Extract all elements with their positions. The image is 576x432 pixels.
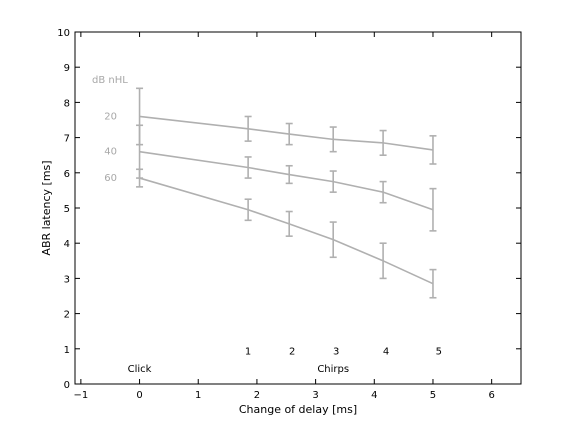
error-bar <box>329 170 337 193</box>
y-tick-label: 10 <box>57 28 70 39</box>
error-bar <box>429 268 437 299</box>
x-tick-label: 6 <box>488 390 494 401</box>
y-tick-label: 9 <box>64 63 70 74</box>
y-tick-label: 0 <box>64 380 70 391</box>
error-bar <box>379 242 387 280</box>
y-tick-label: 8 <box>64 98 70 109</box>
error-bar <box>329 221 337 259</box>
y-tick-label: 1 <box>64 345 70 356</box>
y-tick-label: 2 <box>64 310 70 321</box>
x-tick-label: 4 <box>371 390 377 401</box>
y-tick-label: 6 <box>64 169 70 180</box>
y-tick-label: 4 <box>64 239 70 250</box>
error-bar <box>379 129 387 156</box>
annotations: Click Chirps 1 2 3 4 5 <box>128 347 442 376</box>
annotation-label: 1 <box>245 347 251 358</box>
error-bar <box>285 164 293 185</box>
series-line-20 <box>139 115 434 151</box>
annotation-label: 5 <box>436 347 442 358</box>
series-20: 20 <box>104 87 437 165</box>
error-bar <box>285 210 293 237</box>
series-line-60 <box>139 177 434 285</box>
annotation-label: 2 <box>289 347 295 358</box>
y-tick-label: 3 <box>64 274 70 285</box>
x-tick-label: 0 <box>136 390 142 401</box>
y-tick-label: 5 <box>64 204 70 215</box>
x-axis-label: Change of delay [ms] <box>239 403 357 416</box>
y-tick-label: 7 <box>64 134 70 145</box>
error-bar <box>244 198 252 222</box>
x-tick-label: 2 <box>254 390 260 401</box>
annotation-label: 4 <box>383 347 389 358</box>
x-tick-label: 5 <box>430 390 436 401</box>
plot-frame <box>74 31 522 385</box>
annotation-label: Click <box>128 364 152 375</box>
series-label-40: 40 <box>104 147 117 158</box>
series-label-60: 60 <box>104 173 117 184</box>
error-bar <box>244 156 252 179</box>
annotation-label: 3 <box>333 347 339 358</box>
x-tick-label: −1 <box>73 390 88 401</box>
x-tick-label: 3 <box>312 390 318 401</box>
error-bar <box>429 135 437 165</box>
series-40: 40 <box>104 124 437 232</box>
legend-title: dB nHL <box>92 75 128 86</box>
error-bar <box>379 180 387 204</box>
error-bar <box>244 115 252 142</box>
series-60: 60 <box>104 168 437 299</box>
error-bar <box>136 168 144 188</box>
series-lines: 20 40 60 <box>104 87 437 299</box>
error-bar <box>429 187 437 232</box>
annotation-label: Chirps <box>317 364 349 375</box>
series-line-40 <box>139 150 434 211</box>
error-bar <box>285 122 293 146</box>
series-label-20: 20 <box>104 111 117 122</box>
x-tick-label: 1 <box>195 390 201 401</box>
y-axis-label: ABR latency [ms] <box>40 160 53 255</box>
error-bar <box>329 126 337 153</box>
